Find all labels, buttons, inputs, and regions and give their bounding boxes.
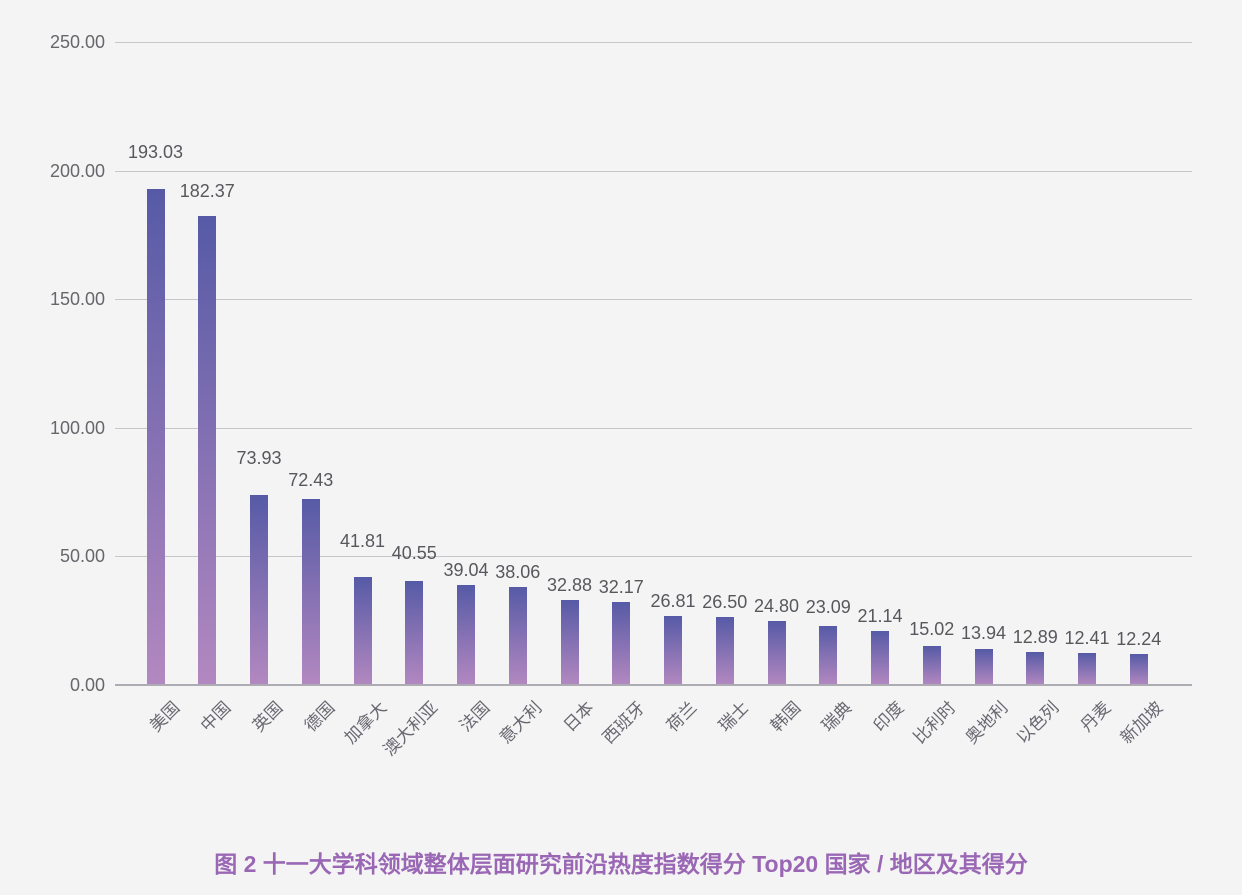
bar xyxy=(250,494,268,685)
bar-value-label: 39.04 xyxy=(443,559,489,580)
bar xyxy=(871,630,889,685)
bar-value-label: 72.43 xyxy=(288,469,334,490)
y-tick-label: 150.00 xyxy=(49,289,105,310)
bar-value-label: 21.14 xyxy=(857,605,903,626)
bar xyxy=(612,602,631,685)
bar-value-label: 26.81 xyxy=(650,591,696,612)
y-tick-label: 250.00 xyxy=(49,32,105,52)
bar xyxy=(198,215,217,685)
bar xyxy=(1026,651,1045,685)
y-gridline xyxy=(115,170,1192,172)
bar-value-label: 40.55 xyxy=(391,542,437,563)
bar-value-label: 24.80 xyxy=(753,596,800,617)
y-tick-label: 100.00 xyxy=(49,417,105,438)
y-gridline xyxy=(115,42,1192,43)
bar xyxy=(301,498,320,685)
y-gridline xyxy=(115,427,1192,429)
bar xyxy=(1078,653,1096,685)
bar-value-label: 26.50 xyxy=(702,591,748,612)
bar xyxy=(353,577,372,685)
bar-value-label: 12.41 xyxy=(1064,628,1110,649)
bar-value-label: 23.09 xyxy=(805,596,851,617)
bar-value-label: 73.93 xyxy=(236,447,282,468)
bar xyxy=(819,625,838,685)
chart-title: 图 2 十一大学科领域整体层面研究前沿热度指数得分 Top20 国家 / 地区及… xyxy=(214,851,1028,877)
bar-value-label: 182.37 xyxy=(179,180,235,201)
bar xyxy=(405,580,424,685)
y-tick-label: 0.00 xyxy=(69,675,105,695)
bar xyxy=(715,616,734,685)
bar xyxy=(922,646,941,685)
bar-value-label: 32.17 xyxy=(598,577,644,598)
bar xyxy=(560,600,579,685)
y-tick-label: 50.00 xyxy=(59,546,105,567)
bar-value-label: 13.94 xyxy=(960,623,1007,644)
y-gridline xyxy=(115,556,1192,558)
bar xyxy=(767,621,786,685)
bar-value-label: 12.24 xyxy=(1116,628,1162,649)
bar xyxy=(664,616,682,685)
bar-value-label: 12.89 xyxy=(1012,626,1058,647)
bar-value-label: 193.03 xyxy=(127,141,184,162)
bar xyxy=(146,188,165,685)
bar xyxy=(457,584,475,685)
bar-chart-plot-area: 0.00 50.00 100.00 150.00 200.00 250.00 193.03 美… xyxy=(49,32,1192,760)
bar-value-label: 32.88 xyxy=(546,575,593,596)
bar xyxy=(508,587,527,685)
bar-value-label: 15.02 xyxy=(909,619,955,640)
y-gridline xyxy=(115,299,1192,301)
bar-value-label: 38.06 xyxy=(495,562,541,583)
y-tick-label: 200.00 xyxy=(49,160,105,181)
bar xyxy=(974,649,993,685)
bar-value-label: 41.81 xyxy=(339,531,386,552)
bar xyxy=(1129,653,1148,685)
x-axis-line xyxy=(115,684,1192,686)
